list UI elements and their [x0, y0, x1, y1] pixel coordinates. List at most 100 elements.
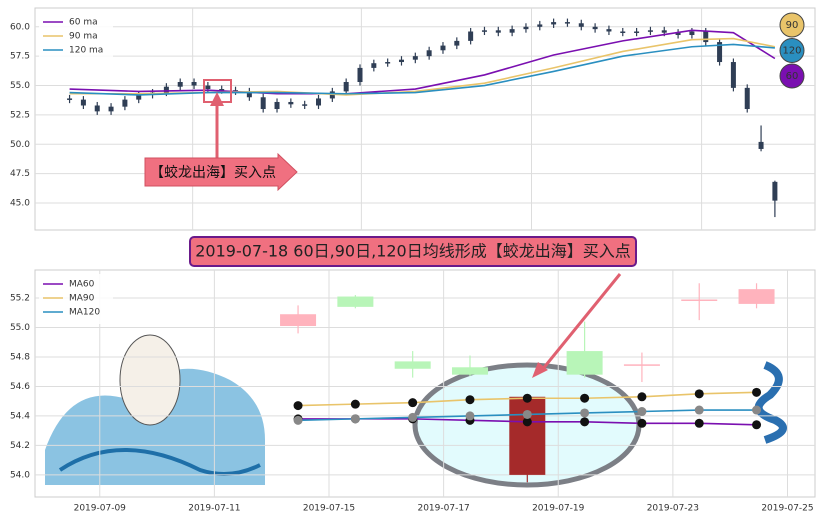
- candle-body: [260, 97, 266, 110]
- candle-body: [246, 91, 252, 98]
- ma-marker: [580, 417, 590, 427]
- legend-label: 60 ma: [69, 18, 98, 28]
- x-tick-label: 2019-07-15: [303, 504, 355, 514]
- candle-body: [426, 50, 432, 57]
- candle-body: [592, 26, 598, 30]
- candle-body: [564, 22, 570, 24]
- y-tick-label: 55.2: [10, 294, 30, 304]
- candle-body: [495, 30, 501, 33]
- end-badge-label: 120: [782, 46, 801, 57]
- y-tick-label: 50.0: [10, 140, 30, 150]
- candle-body: [717, 42, 723, 63]
- candle-body: [551, 22, 557, 25]
- x-tick-label: 2019-07-11: [188, 504, 240, 514]
- ma-line: [69, 43, 775, 96]
- y-tick-label: 54.2: [10, 441, 30, 451]
- candle-body: [647, 30, 653, 32]
- candle-body: [108, 106, 114, 112]
- y-tick-label: 54.8: [10, 352, 30, 362]
- candle-body: [509, 396, 546, 475]
- candle-body: [566, 351, 603, 375]
- annotation-text: 【蛟龙出海】买入点: [150, 165, 276, 181]
- candle-body: [94, 105, 100, 112]
- y-tick-label: 47.5: [10, 169, 30, 179]
- wave-decoration: [58, 448, 261, 476]
- y-tick-label: 54.4: [10, 411, 30, 421]
- ma-marker: [522, 393, 532, 403]
- candle-body: [738, 289, 775, 304]
- end-badge: [779, 12, 805, 38]
- candle-body: [606, 29, 612, 32]
- candle-body: [219, 89, 225, 91]
- candle-body: [67, 98, 73, 100]
- legend-label: 90 ma: [69, 32, 98, 42]
- candle-body: [302, 104, 308, 106]
- y-tick-label: 45.0: [10, 198, 30, 208]
- legend-label: MA90: [69, 294, 95, 304]
- legend-box: [39, 12, 113, 62]
- candle-body: [122, 99, 128, 107]
- legend-box: [39, 274, 113, 324]
- candle-body: [758, 141, 764, 149]
- ma-marker: [580, 408, 590, 418]
- x-tick-label: 2019-07-25: [761, 504, 813, 514]
- ma-marker: [752, 405, 762, 415]
- candle-body: [623, 364, 660, 366]
- y-tick-label: 57.5: [10, 52, 30, 62]
- annotation-text: 2019-07-18 60日,90日,120日均线形成【蛟龙出海】买入点: [195, 242, 631, 261]
- candle-body: [772, 181, 778, 201]
- legend-label: 120 ma: [69, 46, 103, 56]
- ma-marker: [408, 412, 418, 422]
- candle-body: [578, 23, 584, 27]
- annotation-banner: [189, 236, 637, 267]
- candle-body: [357, 67, 363, 82]
- candle-body: [730, 62, 736, 88]
- legend-label: MA120: [69, 308, 100, 318]
- ma-marker: [293, 401, 303, 411]
- candle-body: [398, 59, 404, 63]
- candle-body: [163, 86, 169, 93]
- end-badge: [779, 63, 805, 89]
- ma-line: [69, 29, 776, 95]
- candle-body: [689, 31, 695, 36]
- candle-body: [681, 299, 718, 301]
- end-badge: [779, 38, 805, 63]
- x-tick-label: 2019-07-23: [647, 504, 699, 514]
- y-tick-label: 54.6: [10, 382, 30, 392]
- candle-body: [744, 87, 750, 110]
- end-badge-label: 60: [786, 71, 799, 82]
- candle-body: [80, 99, 86, 106]
- candle-body: [634, 31, 640, 33]
- candle-body: [316, 98, 322, 106]
- candle-body: [394, 361, 431, 369]
- ma-marker: [465, 411, 475, 421]
- ma-marker: [522, 417, 532, 427]
- y-tick-label: 60.0: [10, 22, 30, 32]
- candle-body: [343, 82, 349, 92]
- x-tick-label: 2019-07-09: [74, 504, 127, 514]
- ma-marker: [694, 405, 704, 415]
- dog-decoration: [119, 334, 181, 426]
- candle-body: [451, 367, 488, 375]
- candle-body: [481, 30, 487, 32]
- y-tick-label: 52.5: [10, 110, 30, 120]
- candle-body: [280, 314, 317, 327]
- plot-area: [34, 7, 816, 231]
- candle-body: [523, 26, 529, 30]
- candle-body: [537, 24, 543, 27]
- candle-body: [337, 296, 374, 307]
- candle-body: [703, 31, 709, 43]
- ma-marker: [637, 407, 647, 417]
- end-badge-label: 90: [786, 20, 799, 31]
- candle-body: [274, 101, 280, 110]
- candle-body: [468, 31, 474, 41]
- candle-body: [191, 82, 197, 86]
- candle-body: [288, 101, 294, 105]
- annotation-arrow: [144, 152, 298, 192]
- y-tick-label: 55.0: [10, 81, 30, 91]
- ma-marker: [637, 392, 647, 402]
- pointer-head: [210, 92, 224, 106]
- ma-marker: [752, 387, 762, 397]
- candle-body: [620, 31, 626, 33]
